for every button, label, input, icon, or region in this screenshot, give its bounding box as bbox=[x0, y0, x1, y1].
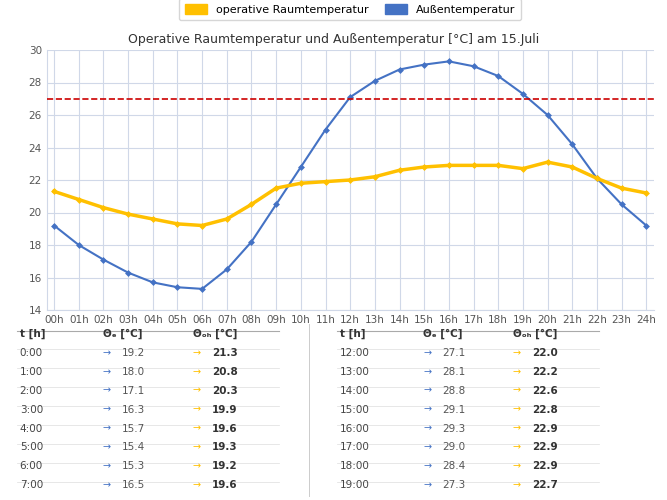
Text: →: → bbox=[513, 480, 521, 490]
Text: 15.7: 15.7 bbox=[122, 424, 145, 434]
Text: 22.9: 22.9 bbox=[532, 462, 558, 471]
Text: 19.6: 19.6 bbox=[212, 480, 237, 490]
Text: 16.5: 16.5 bbox=[122, 480, 145, 490]
Text: Operative Raumtemperatur und Außentemperatur [°C] am 15.Juli: Operative Raumtemperatur und Außentemper… bbox=[128, 32, 539, 46]
Text: 22.9: 22.9 bbox=[532, 442, 558, 452]
Text: →: → bbox=[103, 480, 111, 490]
Text: t [h]: t [h] bbox=[340, 329, 366, 340]
Text: 5:00: 5:00 bbox=[20, 442, 43, 452]
Text: 16.3: 16.3 bbox=[122, 404, 145, 414]
Text: →: → bbox=[193, 424, 201, 434]
Text: 19.6: 19.6 bbox=[212, 424, 237, 434]
Text: 20.8: 20.8 bbox=[212, 367, 237, 377]
Text: →: → bbox=[513, 424, 521, 434]
Text: 16:00: 16:00 bbox=[340, 424, 370, 434]
Text: 28.1: 28.1 bbox=[442, 367, 466, 377]
Text: 18.0: 18.0 bbox=[122, 367, 145, 377]
Text: →: → bbox=[423, 480, 432, 490]
Text: →: → bbox=[193, 404, 201, 414]
Text: Θₒₕ [°C]: Θₒₕ [°C] bbox=[513, 329, 557, 340]
Legend: operative Raumtemperatur, Außentemperatur: operative Raumtemperatur, Außentemperatu… bbox=[179, 0, 521, 20]
Text: →: → bbox=[193, 442, 201, 452]
Text: →: → bbox=[103, 386, 111, 396]
Text: 15:00: 15:00 bbox=[340, 404, 370, 414]
Text: 15.3: 15.3 bbox=[122, 462, 145, 471]
Text: 27.1: 27.1 bbox=[442, 348, 466, 358]
Text: →: → bbox=[513, 462, 521, 471]
Text: Θₑ [°C]: Θₑ [°C] bbox=[103, 329, 143, 340]
Text: 19.2: 19.2 bbox=[122, 348, 145, 358]
Text: 22.0: 22.0 bbox=[532, 348, 558, 358]
Text: 14:00: 14:00 bbox=[340, 386, 370, 396]
Text: 29.0: 29.0 bbox=[442, 442, 466, 452]
Text: →: → bbox=[103, 442, 111, 452]
Text: 19.2: 19.2 bbox=[212, 462, 237, 471]
Text: 27.3: 27.3 bbox=[442, 480, 466, 490]
Text: →: → bbox=[513, 348, 521, 358]
Text: →: → bbox=[193, 348, 201, 358]
Text: →: → bbox=[513, 404, 521, 414]
Text: →: → bbox=[423, 424, 432, 434]
Text: 19.3: 19.3 bbox=[212, 442, 237, 452]
Text: →: → bbox=[193, 367, 201, 377]
Text: 6:00: 6:00 bbox=[20, 462, 43, 471]
Text: Θₑ [°C]: Θₑ [°C] bbox=[423, 329, 463, 340]
Text: Θₒₕ [°C]: Θₒₕ [°C] bbox=[193, 329, 237, 340]
Text: 18:00: 18:00 bbox=[340, 462, 370, 471]
Text: →: → bbox=[423, 386, 432, 396]
Text: →: → bbox=[423, 348, 432, 358]
Text: 29.3: 29.3 bbox=[442, 424, 466, 434]
Text: →: → bbox=[103, 404, 111, 414]
Text: 15.4: 15.4 bbox=[122, 442, 145, 452]
Text: 21.3: 21.3 bbox=[212, 348, 237, 358]
Text: →: → bbox=[193, 462, 201, 471]
Text: 13:00: 13:00 bbox=[340, 367, 370, 377]
Text: 28.8: 28.8 bbox=[442, 386, 466, 396]
Text: 7:00: 7:00 bbox=[20, 480, 43, 490]
Text: 19:00: 19:00 bbox=[340, 480, 370, 490]
Text: →: → bbox=[103, 424, 111, 434]
Text: 22.7: 22.7 bbox=[532, 480, 558, 490]
Text: →: → bbox=[103, 462, 111, 471]
Text: →: → bbox=[423, 404, 432, 414]
Text: →: → bbox=[513, 386, 521, 396]
Text: 19.9: 19.9 bbox=[212, 404, 237, 414]
Text: 22.8: 22.8 bbox=[532, 404, 558, 414]
Text: →: → bbox=[193, 480, 201, 490]
Text: 4:00: 4:00 bbox=[20, 424, 43, 434]
Text: 22.9: 22.9 bbox=[532, 424, 558, 434]
Text: 22.2: 22.2 bbox=[532, 367, 558, 377]
Text: →: → bbox=[513, 442, 521, 452]
Text: →: → bbox=[103, 348, 111, 358]
Text: 17:00: 17:00 bbox=[340, 442, 370, 452]
Text: 1:00: 1:00 bbox=[20, 367, 43, 377]
Text: 22.6: 22.6 bbox=[532, 386, 558, 396]
Text: 0:00: 0:00 bbox=[20, 348, 43, 358]
Text: 2:00: 2:00 bbox=[20, 386, 43, 396]
Text: →: → bbox=[423, 367, 432, 377]
Text: 17.1: 17.1 bbox=[122, 386, 145, 396]
Text: →: → bbox=[193, 386, 201, 396]
Text: t [h]: t [h] bbox=[20, 329, 45, 340]
Text: →: → bbox=[423, 462, 432, 471]
Text: 20.3: 20.3 bbox=[212, 386, 237, 396]
Text: →: → bbox=[513, 367, 521, 377]
Text: 3:00: 3:00 bbox=[20, 404, 43, 414]
Text: 29.1: 29.1 bbox=[442, 404, 466, 414]
Text: 28.4: 28.4 bbox=[442, 462, 466, 471]
Text: 12:00: 12:00 bbox=[340, 348, 370, 358]
Text: →: → bbox=[423, 442, 432, 452]
Text: →: → bbox=[103, 367, 111, 377]
